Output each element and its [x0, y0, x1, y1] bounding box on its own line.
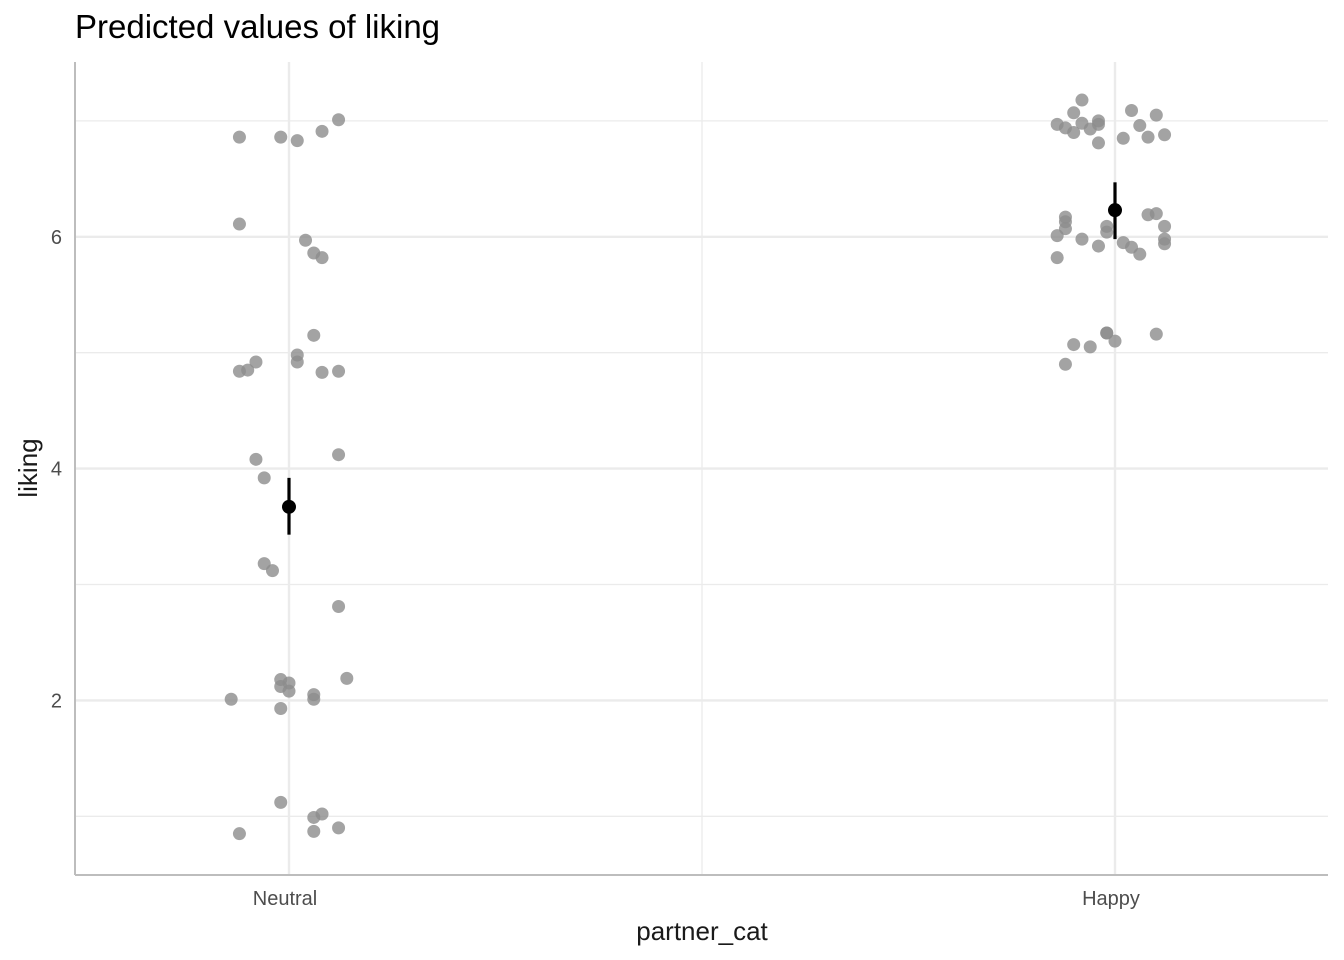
data-point: [1149, 108, 1163, 122]
data-point: [274, 702, 288, 716]
data-point: [307, 692, 321, 706]
data-point: [332, 448, 346, 462]
data-point: [1100, 326, 1114, 340]
data-point: [290, 355, 304, 369]
data-point: [249, 452, 263, 466]
data-point: [1050, 251, 1064, 265]
data-point: [332, 821, 346, 835]
data-point: [1075, 232, 1089, 246]
data-point: [232, 827, 246, 841]
data-point: [1149, 327, 1163, 341]
data-point: [274, 130, 288, 144]
data-point: [1158, 237, 1172, 251]
axes: [74, 62, 1328, 876]
data-point: [1091, 136, 1105, 150]
data-point: [1091, 239, 1105, 253]
data-point: [241, 363, 255, 377]
data-point: [257, 471, 271, 485]
data-point: [232, 217, 246, 231]
y-tick-label: 2: [51, 690, 62, 712]
data-point: [315, 124, 329, 138]
data-point: [340, 671, 354, 685]
data-point: [1058, 357, 1072, 371]
data-point: [290, 134, 304, 148]
estimate-point-happy: [1108, 203, 1122, 218]
data-point: [315, 365, 329, 379]
data-point: [307, 810, 321, 824]
data-point: [265, 564, 279, 578]
data-point: [299, 233, 313, 247]
data-point: [1067, 125, 1081, 139]
x-axis-title: partner_cat: [636, 916, 768, 946]
x-tick-label: Happy: [1082, 888, 1140, 910]
data-point: [315, 251, 329, 265]
grid: [75, 62, 1328, 875]
data-point: [1125, 103, 1139, 117]
y-tick-label: 4: [51, 459, 62, 481]
data-point: [1100, 225, 1114, 239]
data-point: [1116, 131, 1130, 145]
data-point: [1149, 207, 1163, 221]
x-tick-label: Neutral: [253, 888, 317, 910]
data-point: [232, 130, 246, 144]
data-point: [224, 692, 238, 706]
data-point: [332, 600, 346, 614]
data-point: [274, 795, 288, 809]
y-axis-title: liking: [13, 438, 43, 497]
data-point: [1083, 340, 1097, 354]
data-point: [282, 684, 296, 698]
data-point: [307, 824, 321, 838]
data-point: [1067, 106, 1081, 120]
estimate-point-neutral: [282, 499, 296, 514]
data-point: [1075, 93, 1089, 107]
data-point: [332, 364, 346, 378]
data-point: [249, 355, 263, 369]
data-points: [224, 93, 1172, 841]
data-point: [332, 113, 346, 127]
data-point: [307, 328, 321, 342]
data-point: [1158, 219, 1172, 233]
data-point: [1141, 130, 1155, 144]
data-point: [1133, 247, 1147, 261]
chart-title: Predicted values of liking: [75, 8, 441, 45]
y-tick-label: 6: [51, 227, 62, 249]
tick-labels: 2 4 6 Neutral Happy: [51, 227, 1140, 910]
data-point: [1133, 119, 1147, 133]
estimates: [282, 182, 1122, 535]
data-point: [1108, 334, 1122, 348]
data-point: [1083, 122, 1097, 136]
data-point: [1067, 338, 1081, 352]
data-point: [1050, 229, 1064, 243]
data-point: [1158, 128, 1172, 142]
